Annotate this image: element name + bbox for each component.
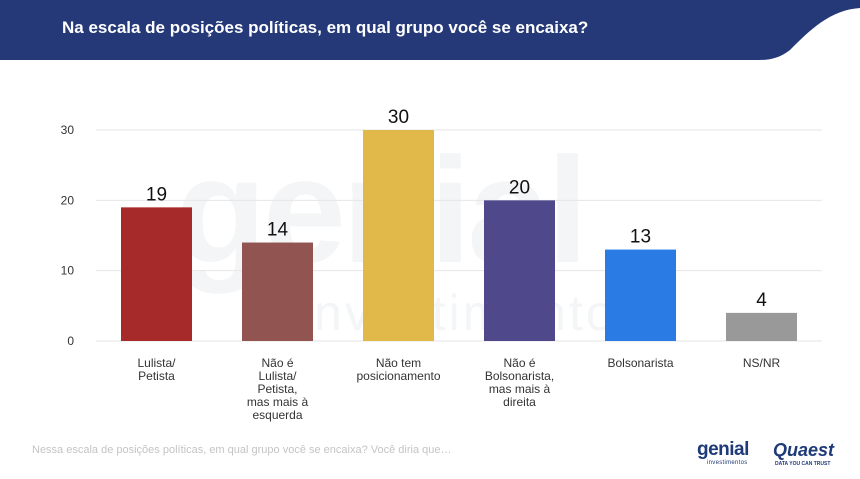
y-tick-label: 20 xyxy=(61,193,75,207)
x-tick-label: NS/NR xyxy=(743,356,781,370)
x-tick-label: Lulista/ xyxy=(137,356,176,370)
data-label: 14 xyxy=(267,220,289,241)
y-tick-label: 0 xyxy=(67,334,74,348)
x-tick-label: esquerda xyxy=(252,408,302,422)
bar xyxy=(484,200,555,341)
data-label: 13 xyxy=(630,227,651,248)
data-label: 20 xyxy=(509,177,530,198)
y-tick-label: 10 xyxy=(61,264,75,278)
bar xyxy=(363,130,434,341)
genial-logo-subtitle: investimentos xyxy=(707,460,748,466)
x-tick-label: Bolsonarista xyxy=(607,356,673,370)
x-tick-label: Petista, xyxy=(257,382,297,396)
bar xyxy=(242,242,313,341)
page-title: Na escala de posições políticas, em qual… xyxy=(62,18,589,37)
x-tick-label: Petista xyxy=(138,369,175,383)
x-tick-label: posicionamento xyxy=(356,369,440,383)
bar xyxy=(605,249,676,341)
x-tick-label: mas mais à xyxy=(489,382,551,396)
footnote: Nessa escala de posições políticas, em q… xyxy=(32,444,452,456)
x-tick-label: Lulista/ xyxy=(258,369,297,383)
x-tick-label: Não é xyxy=(261,356,293,370)
x-tick-label: mas mais à xyxy=(247,395,309,409)
data-label: 30 xyxy=(388,107,409,128)
header-banner xyxy=(0,0,860,60)
genial-logo-name: genial xyxy=(697,439,749,460)
genial-logo: genial investimentos xyxy=(697,439,769,471)
x-tick-label: Não tem xyxy=(376,356,421,370)
data-label: 19 xyxy=(146,184,167,205)
x-tick-label: Bolsonarista, xyxy=(485,369,554,383)
quaest-logo-tagline: DATA YOU CAN TRUST xyxy=(775,461,831,467)
quaest-logo: Quaest DATA YOU CAN TRUST xyxy=(773,439,845,471)
watermark-subword: investimentos xyxy=(300,285,645,341)
bar xyxy=(726,312,797,341)
x-tick-label: direita xyxy=(503,395,536,409)
bar xyxy=(121,207,192,341)
y-tick-label: 30 xyxy=(61,123,75,137)
header-shape xyxy=(0,0,860,60)
x-tick-label: Não é xyxy=(503,356,535,370)
data-label: 4 xyxy=(756,290,767,311)
quaest-logo-name: Quaest xyxy=(773,440,835,460)
